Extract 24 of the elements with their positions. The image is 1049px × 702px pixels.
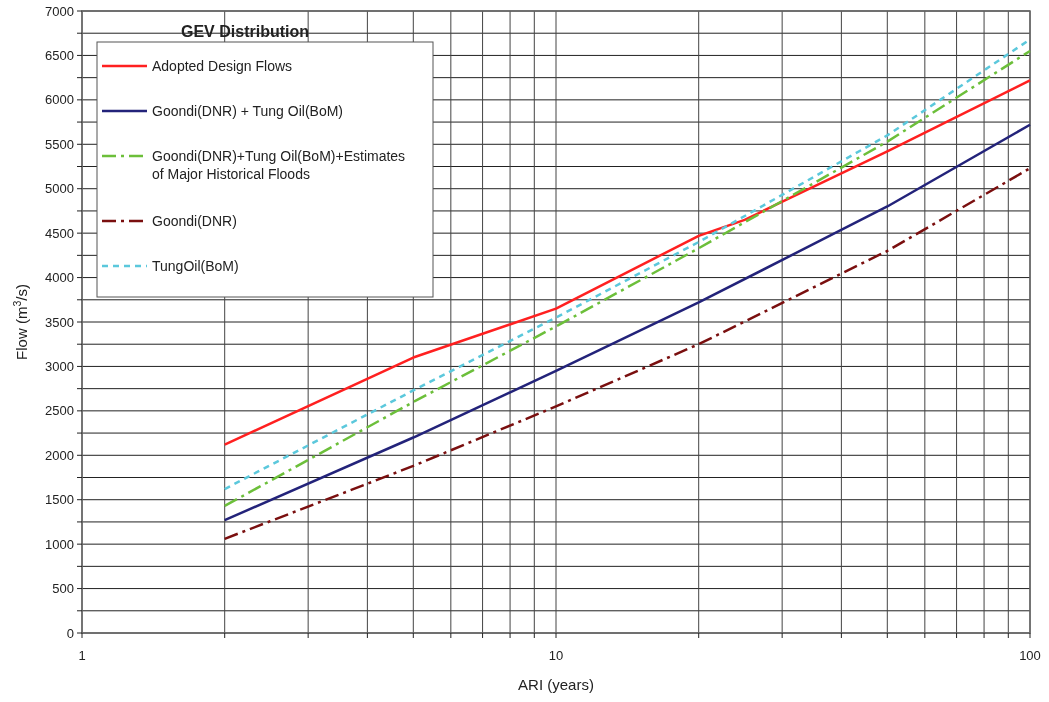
- legend-label: TungOil(BoM): [152, 258, 239, 274]
- y-tick-label: 5000: [45, 181, 74, 197]
- y-tick-label: 5500: [45, 136, 74, 152]
- y-tick-label: 6000: [45, 92, 74, 108]
- y-tick-label: 2000: [45, 447, 74, 463]
- x-tick-label: 10: [548, 648, 564, 663]
- y-tick-label: 4500: [45, 225, 74, 241]
- y-tick-label: 2500: [45, 403, 74, 419]
- x-tick-label: 1: [78, 648, 86, 663]
- y-tick-label: 6500: [45, 47, 74, 63]
- y-tick-label: 3500: [45, 314, 74, 330]
- y-tick-label: 3000: [45, 358, 74, 374]
- y-tick-label: 7000: [45, 3, 74, 19]
- legend-label: Adopted Design Flows: [152, 58, 293, 74]
- y-tick-label: 0: [66, 625, 74, 641]
- y-tick-label: 1000: [45, 536, 74, 552]
- legend-label: Goondi(DNR): [152, 213, 237, 229]
- legend-label: Goondi(DNR)+Tung Oil(BoM)+Estimates of Major Historical Floods: [152, 148, 406, 182]
- legend-label: Goondi(DNR) + Tung Oil(BoM): [152, 103, 344, 119]
- x-axis-title: ARI (years): [518, 676, 594, 693]
- y-tick-label: 4000: [45, 270, 74, 286]
- y-tick-label: 1500: [45, 492, 74, 508]
- y-tick-label: 500: [52, 581, 74, 597]
- x-tick-label: 100: [1019, 648, 1041, 663]
